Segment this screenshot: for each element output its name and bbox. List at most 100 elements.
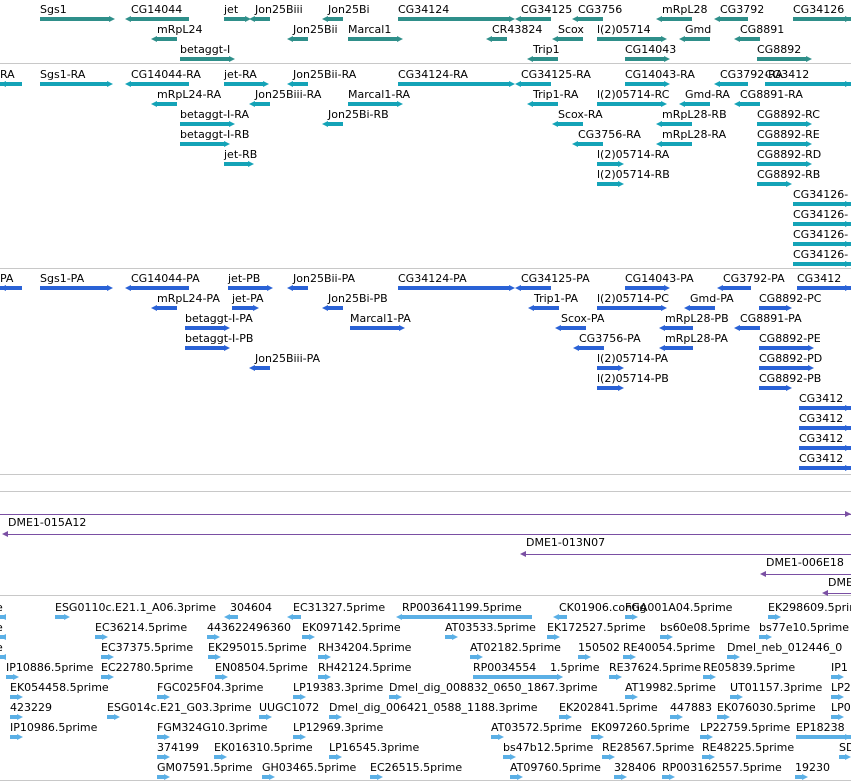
ests-feature-bar[interactable] (702, 755, 710, 759)
ests-feature-bar[interactable] (101, 655, 109, 659)
proteins-label[interactable]: CG3412 (799, 392, 844, 405)
proteins-feature-bar[interactable] (185, 346, 225, 350)
genes-label[interactable]: CR43824 (492, 23, 543, 36)
transcripts-label[interactable]: l(2)05714-RB (597, 168, 670, 181)
genes-label[interactable]: CG14044 (131, 3, 183, 16)
ests-feature-bar[interactable] (578, 655, 586, 659)
genes-feature-bar[interactable] (224, 17, 246, 21)
ests-feature-bar[interactable] (402, 615, 532, 619)
proteins-feature-bar[interactable] (328, 306, 343, 310)
transcripts-feature-bar[interactable] (765, 82, 851, 86)
transcripts-label[interactable]: Sgs1-RA (40, 68, 86, 81)
transcripts-label[interactable]: betaggt-I-RA (180, 108, 249, 121)
ests-label[interactable]: LP12969.3prime (293, 721, 384, 734)
transcripts-label[interactable]: Marcal1-RA (348, 88, 411, 101)
ests-feature-bar[interactable] (329, 715, 337, 719)
proteins-label[interactable]: betaggt-I-PA (185, 312, 253, 325)
transcripts-feature-bar[interactable] (757, 142, 807, 146)
ests-feature-bar[interactable] (214, 755, 222, 759)
proteins-feature-bar[interactable] (759, 306, 787, 310)
ests-label[interactable]: 447883 (670, 701, 712, 714)
ests-feature-bar[interactable] (389, 695, 397, 699)
ests-feature-bar[interactable] (293, 695, 301, 699)
ests-label[interactable]: FGC025F04.3prime (157, 681, 264, 694)
transcripts-label[interactable]: l(2)05714-RC (597, 88, 670, 101)
proteins-label[interactable]: Marcal1-PA (350, 312, 411, 325)
proteins-label[interactable]: CG8891-PA (740, 312, 802, 325)
ests-label[interactable]: RH42124.5prime (318, 661, 412, 674)
ests-feature-bar[interactable] (10, 695, 18, 699)
transcripts-feature-bar[interactable] (131, 82, 189, 86)
genes-label[interactable]: Scox (558, 23, 584, 36)
genes-label[interactable]: CG8892 (757, 43, 802, 56)
proteins-feature-bar[interactable] (799, 406, 851, 410)
ests-label[interactable]: Dmel_dig_008832_0650_1867.3prime (389, 681, 598, 694)
transcripts-feature-bar[interactable] (255, 102, 270, 106)
ests-label[interactable]: 374199 (157, 741, 199, 754)
ests-label[interactable]: EC31327.5prime (293, 601, 386, 614)
transcripts-label[interactable]: l(2)05714-RA (597, 148, 670, 161)
transcripts-label[interactable]: Gmd-RA (685, 88, 730, 101)
proteins-feature-bar[interactable] (232, 306, 254, 310)
transcripts-feature-bar[interactable] (293, 82, 308, 86)
proteins-label[interactable]: l(2)05714-PC (597, 292, 669, 305)
transcripts-label[interactable]: CG34126- (793, 188, 849, 201)
proteins-feature-bar[interactable] (799, 466, 851, 470)
genes-feature-bar[interactable] (793, 17, 851, 21)
ests-feature-bar[interactable] (55, 615, 65, 619)
genes-feature-bar[interactable] (625, 57, 665, 61)
ests-label[interactable]: LP0 (831, 701, 851, 714)
clones-feature-bar[interactable] (526, 554, 851, 555)
proteins-label[interactable]: CG14044-PA (131, 272, 200, 285)
ests-feature-bar[interactable] (95, 635, 103, 639)
ests-feature-bar[interactable] (602, 755, 610, 759)
proteins-label[interactable]: CG8892-PB (759, 372, 822, 385)
genes-feature-bar[interactable] (740, 37, 760, 41)
transcripts-feature-bar[interactable] (180, 142, 225, 146)
genes-label[interactable]: CG34124 (398, 3, 450, 16)
transcripts-feature-bar[interactable] (0, 82, 22, 86)
genes-label[interactable]: CG8891 (740, 23, 785, 36)
transcripts-feature-bar[interactable] (558, 122, 583, 126)
transcripts-label[interactable]: mRpL28-RA (662, 128, 727, 141)
genes-label[interactable]: Trip1 (533, 43, 560, 56)
transcripts-feature-bar[interactable] (398, 82, 510, 86)
ests-label[interactable]: LP22759.5prime (700, 721, 791, 734)
transcripts-feature-bar[interactable] (180, 122, 230, 126)
ests-feature-bar[interactable] (547, 635, 555, 639)
ests-label[interactable]: LP16545.3prime (329, 741, 420, 754)
clones-feature-bar[interactable] (766, 574, 851, 575)
ests-label[interactable]: EK298609.5prime (768, 601, 851, 614)
proteins-feature-bar[interactable] (625, 286, 665, 290)
clones-feature-bar[interactable] (828, 593, 851, 594)
proteins-feature-bar[interactable] (759, 366, 809, 370)
genes-feature-bar[interactable] (293, 37, 308, 41)
ests-feature-bar[interactable] (445, 635, 453, 639)
genes-feature-bar[interactable] (685, 37, 710, 41)
ests-feature-bar[interactable] (623, 655, 631, 659)
transcripts-label[interactable]: CG8892-RD (757, 148, 822, 161)
proteins-label[interactable]: Jon25Bii-PA (293, 272, 356, 285)
ests-label[interactable]: FGA001A04.5prime (625, 601, 733, 614)
transcripts-label[interactable]: CG34126- (793, 228, 849, 241)
ests-label[interactable]: AT19982.5prime (625, 681, 716, 694)
ests-feature-bar[interactable] (503, 755, 511, 759)
proteins-feature-bar[interactable] (228, 286, 268, 290)
ests-label[interactable]: EK054458.5prime (10, 681, 109, 694)
ests-label[interactable]: IP1 (831, 661, 848, 674)
proteins-label[interactable]: CG3756-PA (579, 332, 641, 345)
clones-feature-bar[interactable] (8, 534, 851, 535)
transcripts-feature-bar[interactable] (793, 262, 851, 266)
ests-feature-bar[interactable] (559, 615, 567, 619)
genes-label[interactable]: betaggt-I (180, 43, 231, 56)
ests-label[interactable]: 304604 (230, 601, 272, 614)
proteins-label[interactable]: CG3792-PA (723, 272, 785, 285)
ests-label[interactable]: 150502 (578, 641, 620, 654)
proteins-label[interactable]: jet-PA (232, 292, 264, 305)
transcripts-label[interactable]: CG8892-RB (757, 168, 821, 181)
genes-feature-bar[interactable] (720, 17, 748, 21)
ests-feature-bar[interactable] (730, 695, 738, 699)
genes-label[interactable]: Sgs1 (40, 3, 67, 16)
ests-label[interactable]: EP18238 (796, 721, 845, 734)
ests-feature-bar[interactable] (703, 675, 711, 679)
